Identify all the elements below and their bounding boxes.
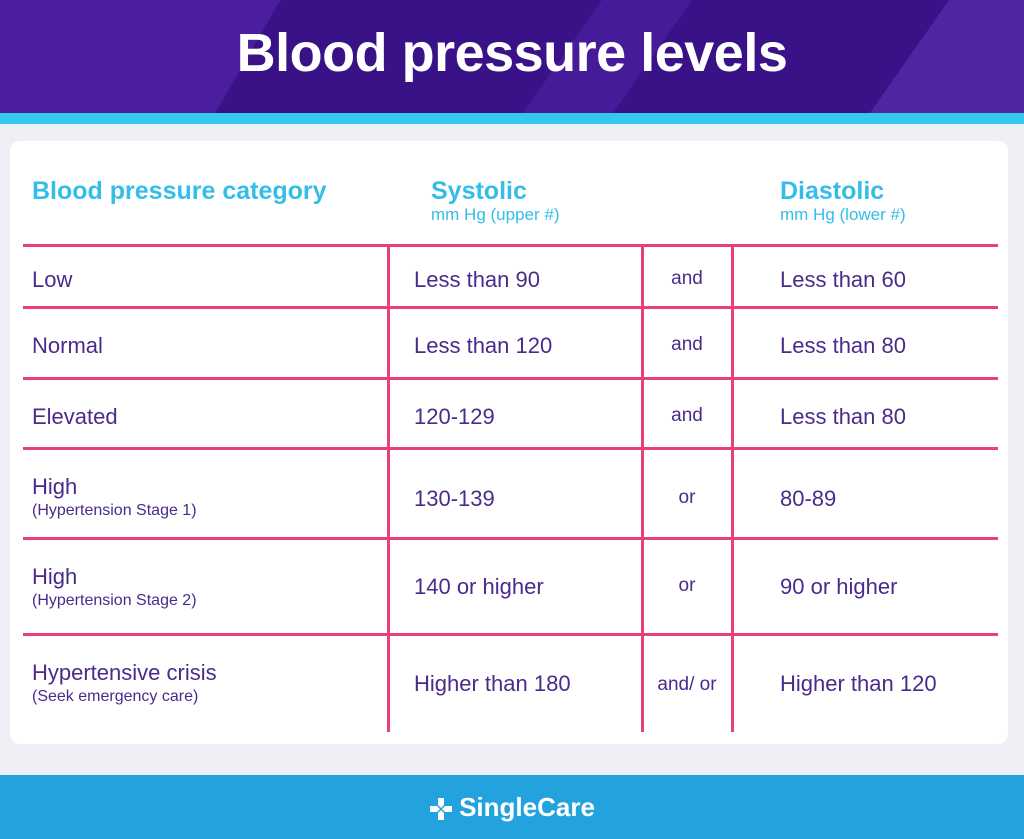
row-diastolic: 80-89	[780, 486, 837, 511]
row-diastolic: Less than 80	[780, 333, 906, 358]
header-diastolic: Diastolic	[780, 177, 885, 205]
header-systolic: Systolic	[431, 177, 527, 205]
row-category-note: (Seek emergency care)	[32, 688, 199, 705]
row-divider	[23, 306, 998, 309]
row-divider	[23, 447, 998, 450]
brand-logo[interactable]: SingleCare	[0, 792, 1024, 828]
row-systolic: Less than 120	[414, 333, 553, 358]
header-category: Blood pressure category	[32, 177, 327, 205]
row-category: Low	[32, 267, 73, 292]
row-systolic: 140 or higher	[414, 574, 544, 599]
row-category-note: (Hypertension Stage 1)	[32, 502, 197, 519]
row-category: Elevated	[32, 404, 118, 429]
row-category: High	[32, 474, 78, 499]
column-divider	[731, 244, 734, 732]
row-category: Hypertensive crisis	[32, 660, 217, 685]
row-category-note: (Hypertension Stage 2)	[32, 592, 197, 609]
brand-name: SingleCare	[459, 792, 595, 822]
row-conjunction: or	[678, 487, 696, 508]
row-diastolic: Less than 80	[780, 404, 906, 429]
row-diastolic: Higher than 120	[780, 671, 937, 696]
header-diastolic-unit: mm Hg (lower #)	[780, 205, 906, 224]
row-systolic: 130-139	[414, 486, 495, 511]
row-diastolic: Less than 60	[780, 267, 906, 292]
row-conjunction: and	[671, 268, 703, 289]
header-banner: Blood pressure levels	[0, 0, 1024, 113]
row-divider	[23, 537, 998, 540]
header-stripe	[0, 113, 1024, 124]
column-divider	[641, 244, 644, 732]
row-category: Normal	[32, 333, 103, 358]
row-conjunction: and	[671, 405, 703, 426]
row-systolic: 120-129	[414, 404, 495, 429]
row-systolic: Less than 90	[414, 267, 540, 292]
header-systolic-unit: mm Hg (upper #)	[431, 205, 560, 224]
row-divider	[23, 633, 998, 636]
page-title: Blood pressure levels	[236, 23, 788, 83]
row-divider	[23, 244, 998, 247]
footer-bar: SingleCare	[0, 775, 1024, 839]
row-systolic: Higher than 180	[414, 671, 571, 696]
bp-table-card: Blood pressure category Systolic mm Hg (…	[10, 141, 1008, 744]
row-conjunction: and/ or	[657, 674, 717, 695]
row-diastolic: 90 or higher	[780, 574, 898, 599]
row-divider	[23, 377, 998, 380]
singlecare-cross-icon	[429, 797, 453, 828]
row-category: High	[32, 564, 78, 589]
row-conjunction: and	[671, 334, 703, 355]
row-conjunction: or	[678, 575, 696, 596]
column-divider	[387, 244, 390, 732]
